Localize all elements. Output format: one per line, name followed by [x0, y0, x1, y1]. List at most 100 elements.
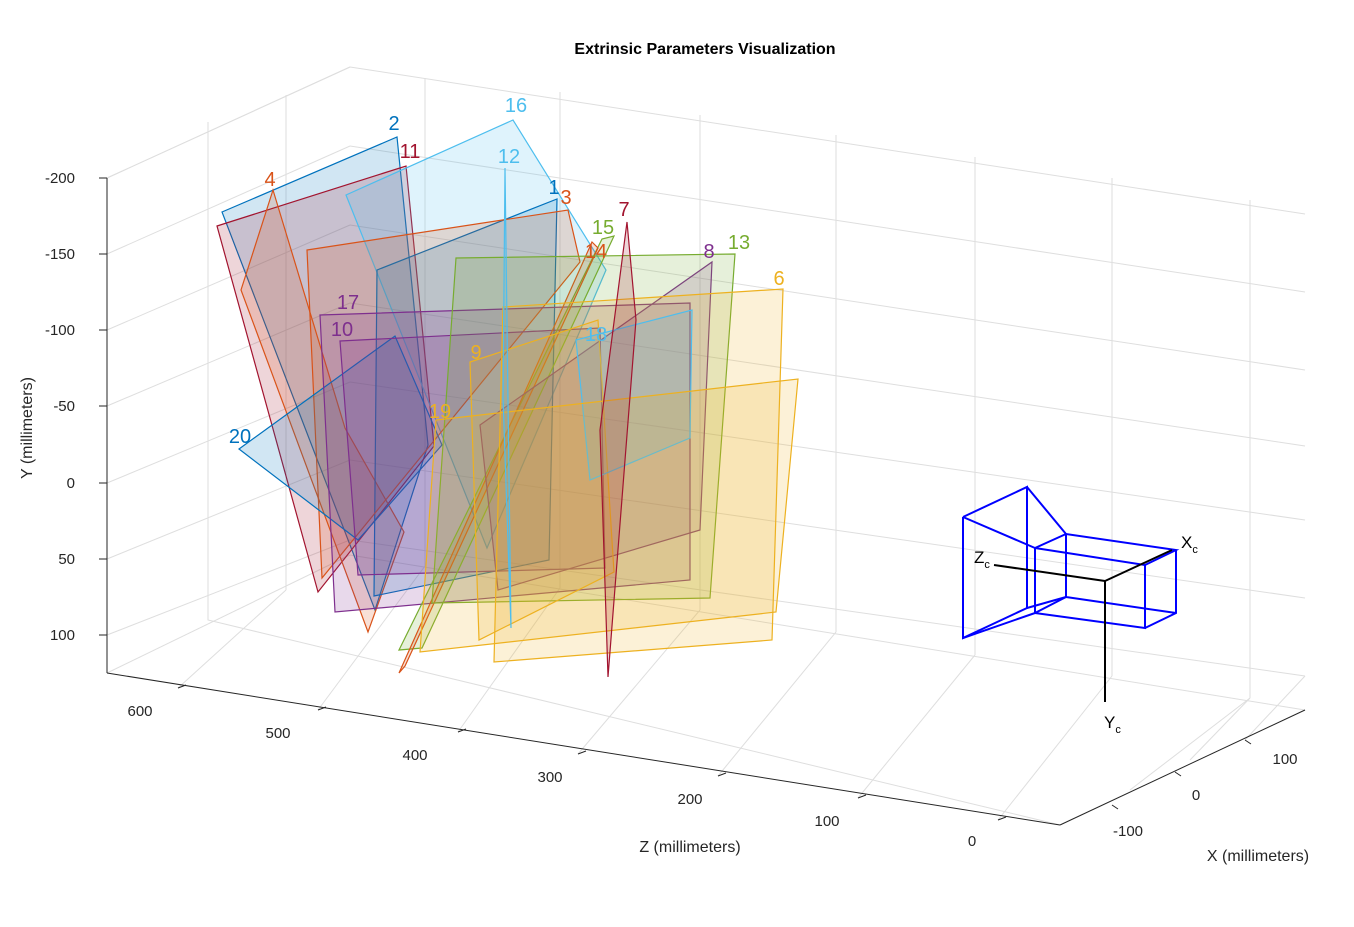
- camera-body-back: [1034, 596, 1067, 614]
- board-12: [502, 167, 512, 629]
- grid-floor: [1129, 697, 1251, 791]
- axes: [106, 178, 1306, 826]
- grid-floor: [717, 631, 837, 777]
- board-14: [398, 240, 599, 674]
- board-label-2: 2: [388, 113, 399, 135]
- board-4: [240, 187, 405, 634]
- grid-floor: [577, 609, 701, 755]
- grid-y-left: [106, 145, 351, 255]
- x-axis-label: X (millimeters): [1207, 848, 1309, 865]
- y-tick-label: -200: [45, 170, 75, 187]
- grid-floor: [177, 589, 287, 689]
- z-tick-mark: [997, 816, 1007, 821]
- board-label-17: 17: [337, 292, 359, 314]
- z-tick-mark: [317, 706, 327, 711]
- z-axis-label: Z (millimeters): [639, 839, 740, 856]
- board-label-18: 18: [585, 324, 607, 346]
- y-tick-label: 100: [50, 627, 75, 644]
- z-tick-label: 300: [537, 769, 562, 786]
- board-label-4: 4: [264, 169, 275, 191]
- board-7: [599, 221, 637, 678]
- board-label-7: 7: [618, 199, 629, 221]
- board-3: [306, 209, 581, 580]
- board-1: [373, 198, 558, 597]
- board-18: [575, 309, 693, 481]
- x-tick-label: -100: [1113, 823, 1143, 840]
- grid-floor: [1189, 697, 1251, 761]
- grid-y-left: [106, 224, 351, 331]
- chart-title: Extrinsic Parameters Visualization: [574, 41, 835, 58]
- x-tick-label: 100: [1272, 751, 1297, 768]
- grid-y-left: [106, 459, 351, 560]
- grid-y-back: [349, 302, 1306, 447]
- board-label-20: 20: [229, 426, 251, 448]
- grid-y-back: [349, 145, 1306, 293]
- ticks: -200-150-100-500501006005004003002001000…: [45, 170, 1298, 850]
- z-tick-label: 200: [677, 791, 702, 808]
- camera-y-label: Yc: [1104, 713, 1121, 736]
- grid-floor: [1244, 675, 1306, 741]
- board-label-14: 14: [585, 241, 607, 263]
- camera-body-top: [1034, 532, 1180, 567]
- z-tick-label: 500: [265, 725, 290, 742]
- x-axis-line: [1059, 709, 1306, 826]
- x-tick-mark: [1111, 804, 1119, 810]
- z-axis-line: [106, 672, 1061, 826]
- x-tick-mark: [1244, 739, 1252, 745]
- camera-body-front: [1034, 548, 1146, 630]
- y-axis-label: Y (millimeters): [19, 377, 36, 479]
- grid-floor: [457, 587, 561, 733]
- board-9: [469, 319, 615, 641]
- grid-floor: [857, 654, 976, 799]
- camera-z-label: Zc: [974, 548, 990, 571]
- board-label-15: 15: [592, 217, 614, 239]
- z-tick-mark: [177, 684, 187, 689]
- grid-y-left: [106, 66, 351, 179]
- camera-frustum-edge: [1026, 486, 1067, 535]
- camera-x-label: Xc: [1181, 533, 1198, 556]
- board-label-16: 16: [505, 95, 527, 117]
- y-tick-label: -100: [45, 322, 75, 339]
- z-tick-mark: [577, 750, 587, 755]
- board-label-10: 10: [331, 319, 353, 341]
- grid-y-back: [349, 224, 1306, 371]
- board-label-13: 13: [728, 232, 750, 254]
- y-tick-label: 0: [67, 475, 75, 492]
- y-tick-label: -150: [45, 246, 75, 263]
- board-label-9: 9: [470, 342, 481, 364]
- y-tick-label: 50: [58, 551, 75, 568]
- board-label-3: 3: [560, 187, 571, 209]
- board-2: [221, 136, 429, 612]
- z-tick-label: 600: [127, 703, 152, 720]
- camera-x-axis: [1104, 549, 1173, 582]
- board-6: [493, 288, 784, 663]
- board-label-6: 6: [773, 268, 784, 290]
- board-label-12: 12: [498, 146, 520, 168]
- z-tick-mark: [457, 728, 467, 733]
- board-8: [479, 260, 713, 591]
- camera-z-axis: [993, 564, 1106, 582]
- grid-box-left-bottom: [106, 554, 351, 674]
- camera-frustum-edge: [1026, 596, 1067, 609]
- camera-glyph: Zc Xc Yc: [962, 485, 1198, 736]
- x-tick-label: 0: [1192, 787, 1200, 804]
- board-label-1: 1: [548, 177, 559, 199]
- z-tick-label: 100: [814, 813, 839, 830]
- board-label-19: 19: [429, 401, 451, 423]
- board-15: [397, 235, 616, 651]
- camera-frustum-edge: [962, 612, 1036, 639]
- board-19: [419, 378, 799, 653]
- board-label-8: 8: [703, 241, 714, 263]
- grid-y-left: [106, 302, 351, 407]
- camera-frustum-front: [962, 485, 1028, 640]
- z-tick-mark: [857, 794, 867, 799]
- grid-floor: [997, 675, 1113, 821]
- grid-floor: [317, 565, 426, 711]
- z-tick-mark: [717, 772, 727, 777]
- camera-frustum-edge: [962, 516, 1036, 549]
- z-tick-label: 0: [968, 833, 976, 850]
- x-tick-mark: [1174, 771, 1182, 777]
- grid-y-left: [106, 381, 351, 484]
